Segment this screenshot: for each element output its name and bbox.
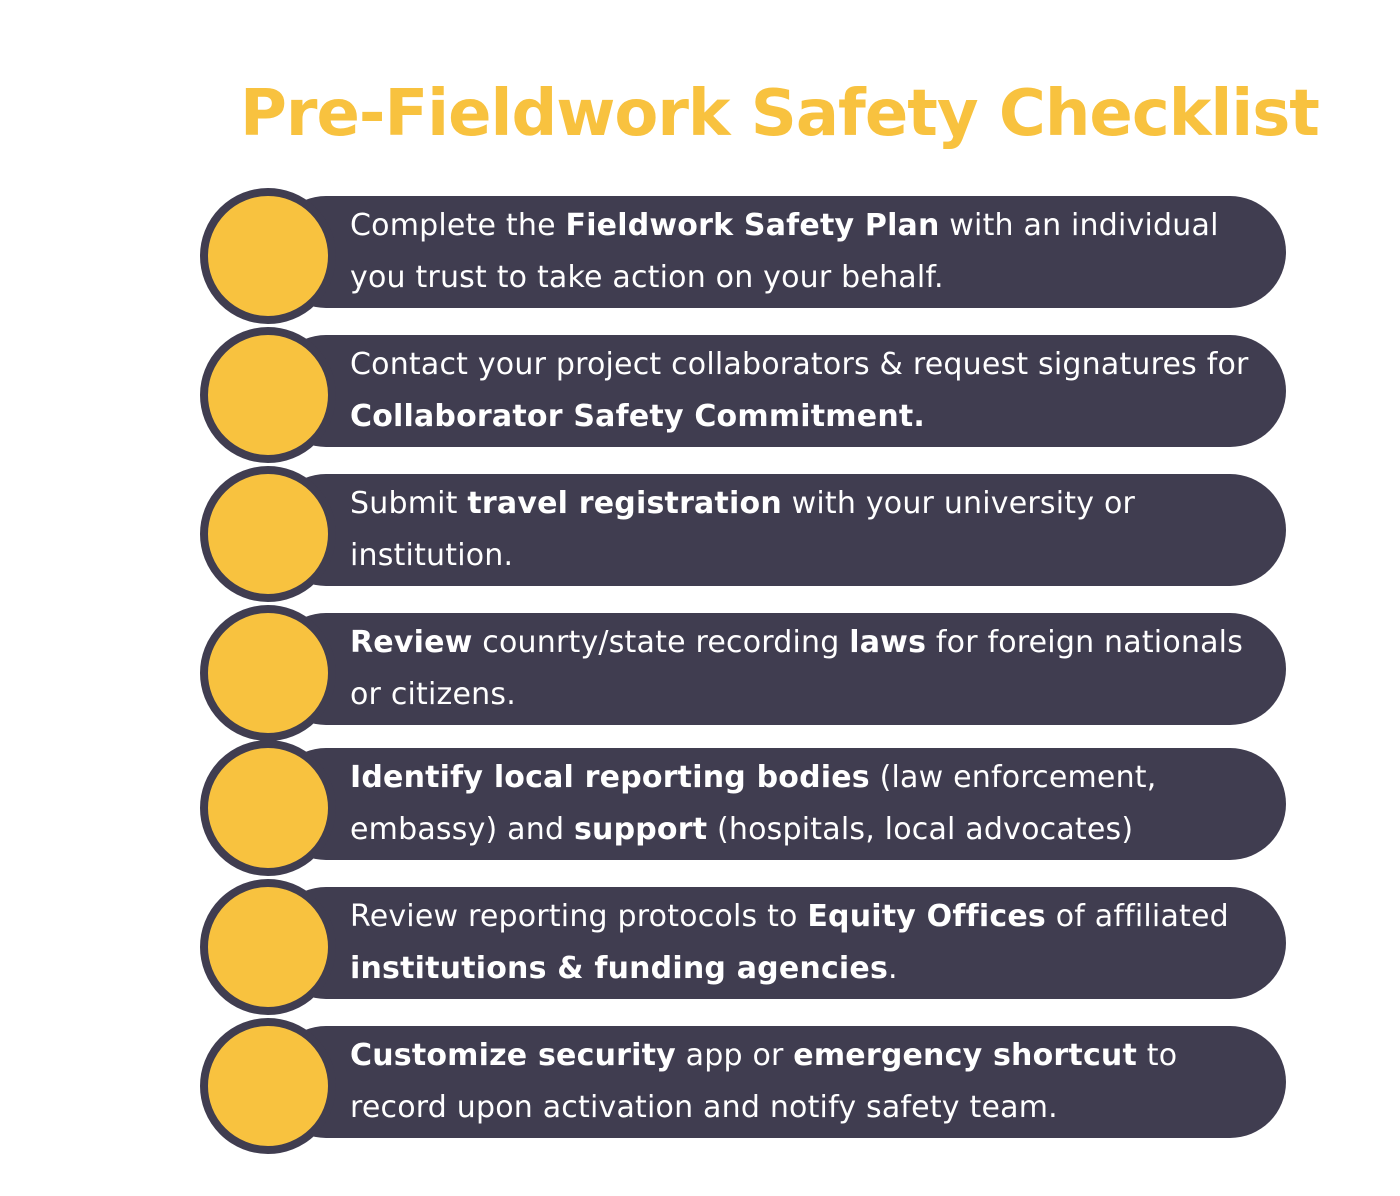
text-run: Contact your project collaborators & req…: [350, 347, 1249, 382]
text-run: .: [888, 951, 898, 986]
bold-text-run: travel registration: [467, 486, 782, 521]
checklist-item-paragraph: Complete the Fieldwork Safety Plan with …: [350, 200, 1255, 304]
checklist-item-paragraph: Review reporting protocols to Equity Off…: [350, 891, 1255, 995]
checklist-item-fieldwork-safety-plan: Complete the Fieldwork Safety Plan with …: [200, 188, 1290, 324]
checkbox-circle-icon[interactable]: [200, 879, 336, 1015]
text-run: with your university or institution.: [350, 486, 1136, 573]
checklist-item-text: Review counrty/state recording laws for …: [350, 613, 1255, 725]
checklist-item-pill: [270, 196, 1286, 308]
checklist-item-equity-offices: Review reporting protocols to Equity Off…: [200, 879, 1290, 1015]
checkbox-circle-icon[interactable]: [200, 327, 336, 463]
checklist-item-recording-laws: Review counrty/state recording laws for …: [200, 605, 1290, 741]
text-run: (law enforcement, embassy) and: [350, 760, 1157, 847]
checklist-item-pill: [270, 887, 1286, 999]
checklist-item-reporting-bodies: Identify local reporting bodies (law enf…: [200, 740, 1290, 876]
text-run: for foreign nationals or citizens.: [350, 625, 1244, 712]
checklist-item-pill: [270, 1026, 1286, 1138]
checklist-item-paragraph: Identify local reporting bodies (law enf…: [350, 752, 1255, 856]
checklist-item-collaborator-commitment: Contact your project collaborators & req…: [200, 327, 1290, 463]
bold-text-run: Fieldwork Safety Plan: [565, 208, 940, 243]
text-run: of affiliated: [1045, 899, 1229, 934]
text-run: with an individual you trust to take act…: [350, 208, 1219, 295]
checklist-item-paragraph: Customize security app or emergency shor…: [350, 1030, 1255, 1134]
checklist-item-paragraph: Review counrty/state recording laws for …: [350, 617, 1255, 721]
bold-text-run: Equity Offices: [807, 899, 1046, 934]
bold-text-run: Review: [350, 625, 473, 660]
page-title: Pre-Fieldwork Safety Checklist: [240, 77, 1320, 151]
bold-text-run: support: [573, 812, 708, 847]
checklist-item-text: Submit travel registration with your uni…: [350, 474, 1255, 586]
bold-text-run: laws: [849, 625, 927, 660]
checklist-item-travel-registration: Submit travel registration with your uni…: [200, 466, 1290, 602]
checkbox-circle-icon[interactable]: [200, 188, 336, 324]
bold-text-run: Collaborator Safety Commitment.: [350, 399, 926, 434]
checkbox-circle-icon[interactable]: [200, 1018, 336, 1154]
checklist-item-text: Customize security app or emergency shor…: [350, 1026, 1255, 1138]
checklist-item-text: Contact your project collaborators & req…: [350, 335, 1255, 447]
text-run: Complete the: [350, 208, 566, 243]
text-run: Submit: [350, 486, 468, 521]
text-run: (hospitals, local advocates): [707, 812, 1134, 847]
checklist-item-pill: [270, 335, 1286, 447]
checklist-item-security-app: Customize security app or emergency shor…: [200, 1018, 1290, 1154]
checklist-item-pill: [270, 748, 1286, 860]
checklist-item-paragraph: Contact your project collaborators & req…: [350, 339, 1255, 443]
checklist-item-paragraph: Submit travel registration with your uni…: [350, 478, 1255, 582]
checkbox-circle-icon[interactable]: [200, 605, 336, 741]
bold-text-run: institutions & funding agencies: [350, 951, 889, 986]
checklist-item-text: Complete the Fieldwork Safety Plan with …: [350, 196, 1255, 308]
bold-text-run: Identify local reporting bodies: [350, 760, 870, 795]
checkbox-circle-icon[interactable]: [200, 740, 336, 876]
checklist-item-pill: [270, 613, 1286, 725]
checklist-item-text: Identify local reporting bodies (law enf…: [350, 748, 1255, 860]
text-run: app or: [675, 1038, 794, 1073]
text-run: counrty/state recording: [472, 625, 850, 660]
checklist-item-pill: [270, 474, 1286, 586]
text-run: to record upon activation and notify saf…: [350, 1038, 1178, 1125]
bold-text-run: emergency shortcut: [793, 1038, 1138, 1073]
text-run: Review reporting protocols to: [350, 899, 808, 934]
bold-text-run: Customize security: [350, 1038, 676, 1073]
checkbox-circle-icon[interactable]: [200, 466, 336, 602]
checklist-item-text: Review reporting protocols to Equity Off…: [350, 887, 1255, 999]
